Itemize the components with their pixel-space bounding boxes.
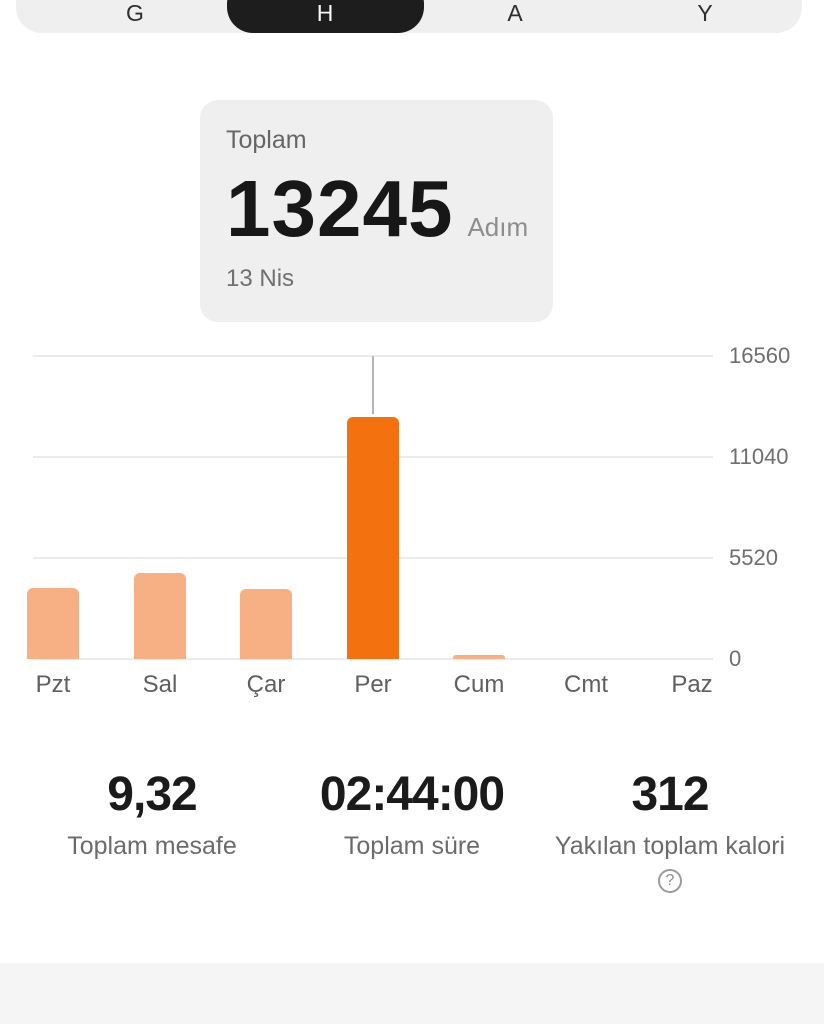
bottom-strip [0,963,824,1024]
x-axis-label-cmt: Cmt [564,671,608,698]
tab-h[interactable]: H [227,0,424,33]
x-axis-label-per: Per [354,671,392,698]
stat-total-distance-value: 9,32 [107,768,197,821]
y-axis-tick-5520: 5520 [729,545,778,570]
tab-g[interactable]: G [40,0,230,33]
bar-per[interactable] [347,417,399,659]
x-axis-label-cum: Cum [453,671,505,698]
bar-sal[interactable] [134,573,186,659]
selected-bar-indicator-line [372,356,374,414]
x-axis-label-sal: Sal [142,671,178,698]
tab-label: Y [697,0,713,26]
stat-total-calories-label: Yakılan toplam kalori [554,832,786,861]
stat-total-distance: 9,32 Toplam mesafe [0,768,312,861]
stat-total-distance-label: Toplam mesafe [67,832,237,861]
summary-date: 13 Nis [226,265,295,292]
summary-steps-unit: Adım [467,212,529,242]
stat-total-duration: 02:44:00 Toplam süre [252,768,572,861]
y-axis-tick-0: 0 [729,646,742,671]
y-axis-tick-16560: 16560 [729,343,791,368]
tab-y[interactable]: Y [610,0,800,33]
summary-label: Toplam [226,126,307,154]
stat-total-calories-value: 312 [631,768,709,821]
tab-label: H [316,0,334,26]
bar-cum[interactable] [453,655,505,659]
summary-card: Toplam 13245 Adım 13 Nis [200,100,553,322]
summary-value-row: 13245 Adım [226,169,529,249]
x-axis-label-çar: Çar [246,671,286,698]
stat-total-duration-label: Toplam süre [343,832,481,861]
tab-a[interactable]: A [420,0,610,33]
x-axis-label-paz: Paz [671,671,713,698]
summary-steps-value: 13245 [226,164,454,253]
selected-tab-pill [227,0,424,33]
stat-total-calories: 312 Yakılan toplam kalori? [490,768,824,894]
y-axis-tick-11040: 11040 [729,444,789,469]
tab-label: G [126,0,144,26]
x-axis-label-pzt: Pzt [35,671,71,698]
tab-label: A [507,0,523,26]
bar-çar[interactable] [240,589,292,659]
bar-pzt[interactable] [27,588,79,659]
stat-total-duration-value: 02:44:00 [319,768,505,821]
help-icon[interactable]: ? [658,869,682,894]
gridline-0 [33,658,713,660]
